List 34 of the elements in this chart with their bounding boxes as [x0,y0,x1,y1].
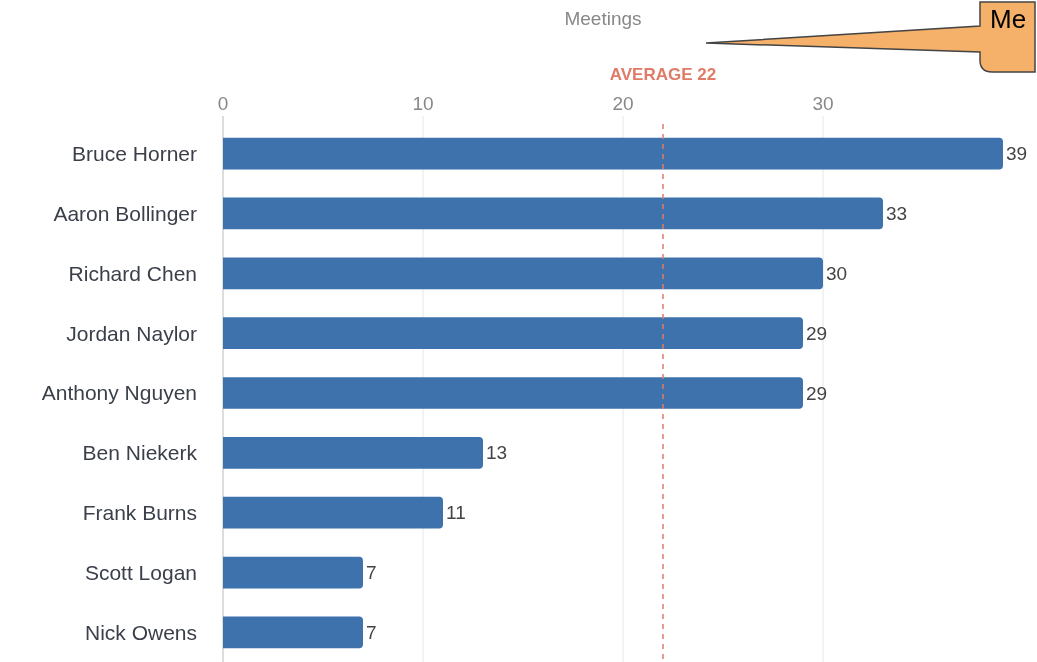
y-tick-label: Richard Chen [68,261,197,285]
y-tick-label: Scott Logan [84,560,197,584]
data-label: 7 [366,562,377,584]
bar [223,257,823,290]
y-tick-label: Nick Owens [84,620,197,644]
data-label: 13 [486,442,508,464]
bar [223,317,803,350]
y-tick-label: Ben Niekerk [82,441,198,465]
y-tick-label: Aaron Bollinger [53,201,197,225]
bar [223,496,443,529]
y-tick-label: Jordan Naylor [66,321,197,345]
x-tick-label: 0 [217,93,229,114]
data-label: 29 [806,322,828,344]
data-label: 39 [1006,143,1028,165]
bar [223,556,363,589]
data-label: 11 [446,502,466,524]
y-tick-label: Bruce Horner [72,141,197,165]
text: Me [990,4,1027,34]
x-tick-label: 30 [812,93,834,114]
data-label: 29 [806,382,828,404]
x-tick-label: 10 [412,93,434,114]
data-label: 30 [826,262,848,284]
ref-line-label: AVERAGE 22 [609,65,717,84]
bar [223,436,483,469]
bar [223,616,363,649]
bar [223,137,1003,170]
bar [223,197,883,230]
x-axis-title: Meetings [564,8,642,29]
data-label: 33 [886,203,908,225]
bar [223,377,803,409]
y-tick-label: Frank Burns [82,501,197,525]
data-label: 7 [366,622,377,644]
x-tick-label: 20 [612,93,634,114]
y-tick-label: Anthony Nguyen [41,381,197,405]
